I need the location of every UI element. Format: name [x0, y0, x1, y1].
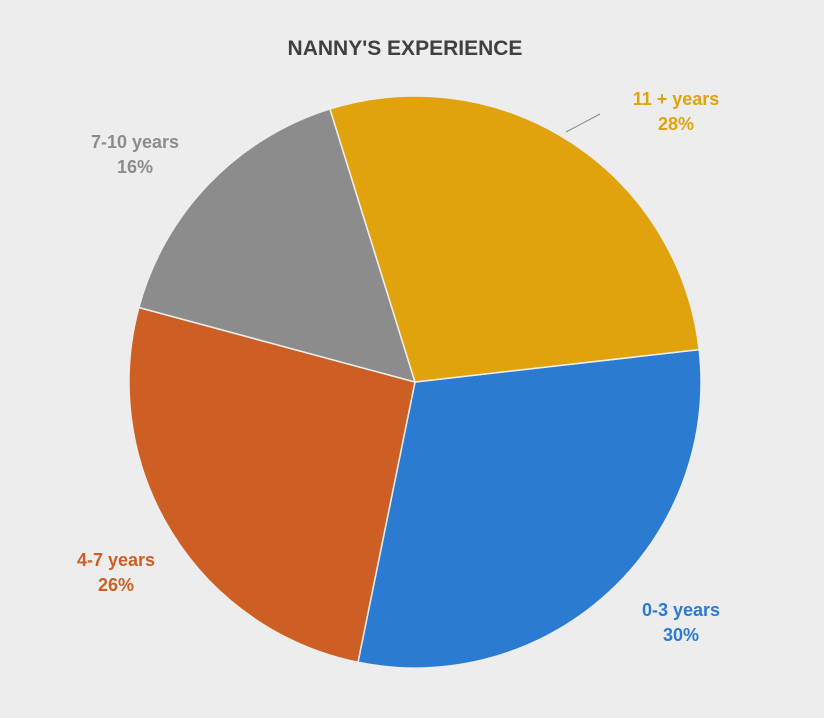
chart-title: NANNY'S EXPERIENCE [288, 37, 523, 60]
slice-label: 0-3 years [642, 600, 720, 620]
slice-label: 4-7 years [77, 550, 155, 570]
pie-slice-11-years [329, 95, 700, 383]
pie-slice-7-10-years [137, 108, 417, 384]
slice-label: 7-10 years [91, 132, 179, 152]
slice-percent-label: 16% [117, 157, 153, 177]
pie-slice-4-7-years [128, 306, 416, 664]
pie-data-labels: 0-3 years 30% 4-7 years 26% 7-10 years 16% 11 … [77, 89, 720, 645]
leader-line [565, 113, 601, 133]
slice-percent-label: 28% [658, 114, 694, 134]
slice-percent-label: 26% [98, 575, 134, 595]
slice-label: 11 + years [633, 89, 720, 109]
slice-percent-label: 30% [663, 625, 699, 645]
pie-slices [128, 95, 702, 669]
pie-slice-0-3-years [357, 348, 702, 669]
